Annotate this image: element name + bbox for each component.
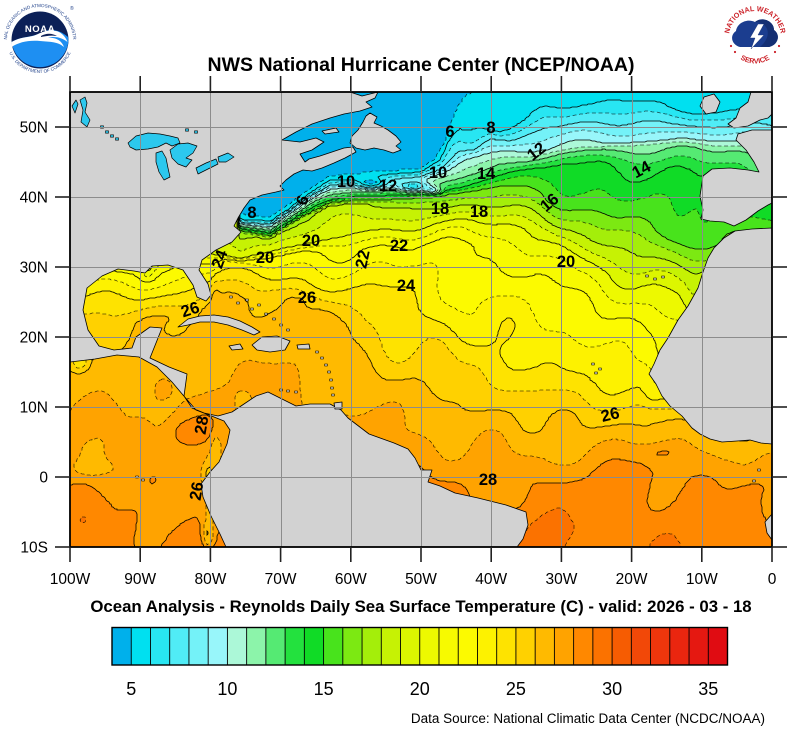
svg-text:20: 20 [557,253,575,271]
svg-text:NOAA: NOAA [25,24,55,35]
svg-text:20: 20 [302,232,320,250]
svg-text:Ocean Analysis - Reynolds Dail: Ocean Analysis - Reynolds Daily Sea Surf… [90,597,751,616]
svg-text:50W: 50W [405,571,437,588]
svg-text:80W: 80W [194,571,226,588]
svg-text:5: 5 [126,679,136,699]
svg-text:0: 0 [39,469,48,486]
svg-text:30: 30 [602,679,622,699]
svg-text:20: 20 [410,679,430,699]
svg-text:100W: 100W [50,571,91,588]
svg-text:35: 35 [698,679,718,699]
svg-text:12: 12 [379,177,397,195]
svg-text:24: 24 [208,247,231,271]
svg-text:26: 26 [599,404,621,426]
svg-text:14: 14 [477,165,496,183]
svg-text:26: 26 [179,299,202,322]
svg-text:6: 6 [445,123,454,141]
svg-text:50N: 50N [20,119,48,136]
svg-text:22: 22 [390,237,408,255]
svg-text:®: ® [70,5,74,12]
svg-text:Data Source: National Climatic: Data Source: National Climatic Data Cent… [411,711,765,726]
svg-text:10: 10 [217,679,237,699]
svg-text:40N: 40N [20,189,48,206]
svg-text:25: 25 [506,679,526,699]
svg-text:NWS National Hurricane Center: NWS National Hurricane Center (NCEP/NOAA… [208,54,635,76]
svg-text:8: 8 [486,119,495,137]
svg-text:28: 28 [192,415,213,436]
svg-text:70W: 70W [265,571,297,588]
svg-text:8: 8 [247,204,256,222]
svg-text:15: 15 [314,679,334,699]
svg-text:18: 18 [431,200,449,218]
svg-text:40W: 40W [475,571,507,588]
svg-text:28: 28 [479,471,497,489]
svg-text:22: 22 [352,248,373,270]
svg-text:30N: 30N [20,259,48,276]
svg-text:24: 24 [397,277,416,295]
svg-text:20: 20 [256,249,274,267]
svg-text:10W: 10W [686,571,718,588]
svg-text:26: 26 [187,481,208,502]
svg-text:SERVICE: SERVICE [739,53,771,66]
svg-text:10S: 10S [20,539,48,556]
svg-text:10N: 10N [20,399,48,416]
svg-text:20W: 20W [616,571,648,588]
svg-text:60W: 60W [335,571,367,588]
svg-text:26: 26 [298,289,316,307]
svg-text:18: 18 [470,203,488,221]
svg-text:20N: 20N [20,329,48,346]
svg-text:0: 0 [768,571,777,588]
svg-text:90W: 90W [124,571,156,588]
svg-text:10: 10 [429,164,447,182]
svg-text:10: 10 [337,173,355,191]
svg-text:30W: 30W [545,571,577,588]
